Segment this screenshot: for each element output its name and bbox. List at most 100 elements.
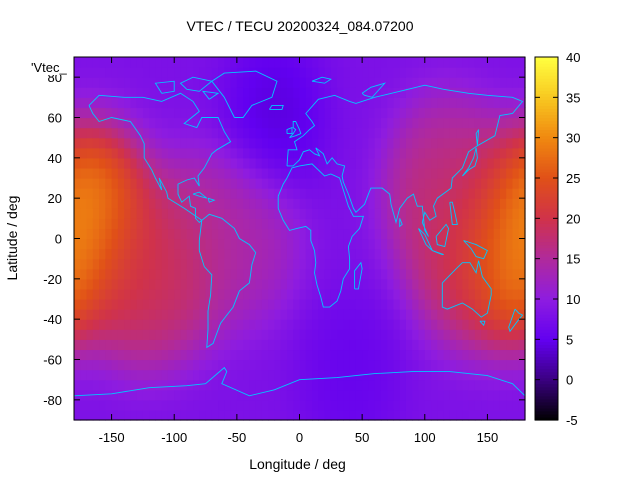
- heatmap-cell: [218, 188, 225, 199]
- heatmap-cell: [405, 288, 413, 300]
- heatmap-cell: [286, 208, 294, 219]
- heatmap-cell: [380, 77, 388, 88]
- heatmap-cell: [418, 369, 426, 381]
- heatmap-cell: [142, 147, 150, 159]
- heatmap-cell: [299, 248, 307, 260]
- heatmap-cell: [249, 167, 257, 179]
- heatmap-cell: [380, 299, 388, 310]
- heatmap-cell: [255, 268, 263, 280]
- heatmap-cell: [293, 278, 301, 290]
- heatmap-cell: [399, 399, 407, 411]
- heatmap-cell: [349, 188, 357, 199]
- heatmap-cell: [387, 379, 395, 391]
- heatmap-cell: [418, 157, 426, 169]
- heatmap-cell: [255, 137, 263, 149]
- heatmap-cell: [487, 379, 495, 391]
- heatmap-cell: [518, 97, 526, 109]
- heatmap-cell: [99, 379, 106, 391]
- heatmap-cell: [136, 319, 144, 330]
- heatmap-cell: [218, 379, 225, 391]
- heatmap-cell: [412, 157, 420, 169]
- heatmap-cell: [324, 369, 332, 381]
- heatmap-cell: [368, 379, 376, 391]
- heatmap-cell: [243, 359, 250, 371]
- heatmap-cell: [99, 117, 106, 129]
- heatmap-cell: [286, 409, 294, 421]
- heatmap-cell: [456, 137, 463, 149]
- heatmap-cell: [337, 208, 344, 219]
- heatmap-cell: [130, 137, 138, 149]
- heatmap-cell: [337, 379, 344, 391]
- heatmap-cell: [299, 309, 307, 320]
- heatmap-cell: [312, 359, 319, 371]
- heatmap-cell: [355, 248, 363, 260]
- heatmap-cell: [312, 117, 319, 129]
- heatmap-cell: [149, 278, 157, 290]
- heatmap-cell: [380, 178, 388, 189]
- heatmap-cell: [149, 309, 157, 320]
- heatmap-cell: [418, 218, 426, 230]
- heatmap-cell: [293, 127, 301, 139]
- heatmap-cell: [280, 409, 288, 421]
- colorbar-tick-label: 10: [566, 292, 580, 307]
- heatmap-cell: [211, 57, 219, 68]
- heatmap-cell: [337, 319, 344, 330]
- heatmap-cell: [193, 339, 200, 351]
- heatmap-cell: [199, 67, 207, 78]
- heatmap-cell: [130, 389, 138, 401]
- heatmap-cell: [399, 127, 407, 139]
- heatmap-cell: [180, 107, 188, 119]
- heatmap-cell: [468, 117, 476, 129]
- heatmap-cell: [380, 258, 388, 270]
- heatmap-cell: [355, 399, 363, 411]
- heatmap-cell: [230, 319, 238, 330]
- heatmap-cell: [117, 258, 125, 270]
- heatmap-cell: [468, 228, 476, 240]
- heatmap-cell: [424, 339, 432, 351]
- heatmap-cell: [299, 399, 307, 411]
- heatmap-cell: [437, 178, 445, 189]
- heatmap-cell: [136, 67, 144, 78]
- heatmap-cell: [418, 248, 426, 260]
- heatmap-cell: [355, 339, 363, 351]
- heatmap-cell: [268, 359, 276, 371]
- heatmap-cell: [343, 369, 351, 381]
- heatmap-cell: [493, 319, 501, 330]
- heatmap-cell: [92, 107, 100, 119]
- heatmap-cell: [412, 389, 420, 401]
- colorbar-segment: [535, 202, 558, 206]
- heatmap-cell: [105, 258, 113, 270]
- heatmap-cell: [493, 329, 501, 340]
- heatmap-cell: [249, 409, 257, 421]
- heatmap-cell: [130, 379, 138, 391]
- heatmap-cell: [205, 77, 213, 88]
- heatmap-cell: [424, 409, 432, 421]
- heatmap-cell: [462, 309, 470, 320]
- heatmap-cell: [211, 349, 219, 361]
- heatmap-cell: [124, 268, 131, 280]
- heatmap-cell: [380, 409, 388, 421]
- heatmap-cell: [462, 409, 470, 421]
- heatmap-cell: [424, 369, 432, 381]
- heatmap-cell: [431, 97, 438, 109]
- heatmap-cell: [299, 349, 307, 361]
- heatmap-cell: [180, 87, 188, 98]
- colorbar-segment: [535, 205, 558, 209]
- heatmap-cell: [99, 329, 106, 340]
- heatmap-cell: [493, 198, 501, 209]
- heatmap-cell: [493, 309, 501, 320]
- heatmap-cell: [318, 369, 326, 381]
- heatmap-cell: [481, 218, 489, 230]
- heatmap-cell: [393, 319, 401, 330]
- heatmap-cell: [99, 57, 106, 68]
- heatmap-cell: [405, 369, 413, 381]
- heatmap-cell: [167, 127, 175, 139]
- heatmap-cell: [199, 258, 207, 270]
- heatmap-cell: [161, 188, 169, 199]
- heatmap-cell: [230, 349, 238, 361]
- colorbar-segment: [535, 193, 558, 197]
- heatmap-cell: [443, 87, 451, 98]
- heatmap-cell: [211, 137, 219, 149]
- heatmap-cell: [230, 268, 238, 280]
- heatmap-cell: [393, 299, 401, 310]
